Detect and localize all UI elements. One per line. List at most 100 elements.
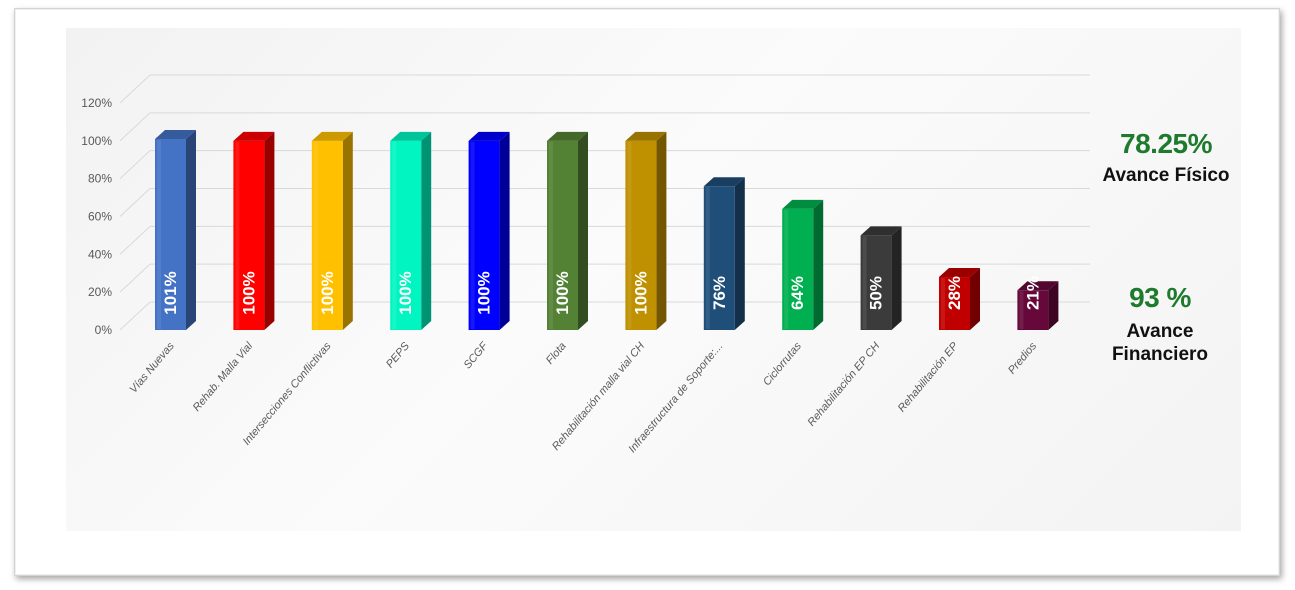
bar-front xyxy=(468,140,500,330)
bar-front xyxy=(625,140,657,330)
bar-top xyxy=(860,226,902,236)
kpi-financial-label-line2: Financiero xyxy=(1111,344,1209,365)
bar-front xyxy=(1017,290,1049,330)
bar-side xyxy=(656,131,667,330)
x-tick-label: SCGF xyxy=(462,339,492,371)
gridline-side xyxy=(119,225,151,255)
bar-side xyxy=(578,131,588,330)
bar-3: 100% xyxy=(311,131,353,330)
x-tick-label: Vías Nuevas xyxy=(128,340,178,396)
bar-top xyxy=(468,131,510,141)
bar-side xyxy=(186,129,196,330)
x-tick-label: Rehabilitación EP xyxy=(896,340,961,415)
bar-top xyxy=(233,131,275,141)
bar-1: 101% xyxy=(155,129,196,330)
bar-top xyxy=(625,131,667,141)
bar-10: 50% xyxy=(860,226,902,330)
bar-side xyxy=(421,131,432,330)
y-tick-label: 120% xyxy=(81,96,112,110)
bar-data-label: 21% xyxy=(1023,276,1042,310)
gridline-side xyxy=(119,150,151,180)
bar-data-label: 50% xyxy=(867,276,886,310)
bar-highlight xyxy=(862,236,867,329)
bar-data-label: 100% xyxy=(553,271,572,314)
bar-highlight xyxy=(627,141,632,329)
x-tick-label: PEPS xyxy=(384,340,412,371)
bar-side xyxy=(264,131,275,330)
bar-data-label: 100% xyxy=(475,271,494,314)
bar-4: 100% xyxy=(390,131,432,330)
bar-data-label: 76% xyxy=(710,276,729,310)
bar-5: 100% xyxy=(468,131,510,330)
x-tick-label: Rehabilitación malla vial CH xyxy=(550,340,647,453)
bar-data-label: 101% xyxy=(161,271,180,314)
bar-top xyxy=(782,199,824,209)
bar-front xyxy=(311,140,343,330)
bar-highlight xyxy=(313,141,318,329)
bar-data-label: 100% xyxy=(239,271,258,314)
kpi-financial: 93 % Avance Financiero xyxy=(1090,282,1230,366)
bar-7: 100% xyxy=(625,131,667,330)
bar-data-label: 28% xyxy=(945,276,964,310)
x-tick-label: Flota xyxy=(544,340,569,366)
bar-data-label: 64% xyxy=(788,276,807,310)
bar-top xyxy=(939,268,980,278)
bar-highlight xyxy=(392,141,397,329)
bar-11: 28% xyxy=(939,268,980,330)
bar-front xyxy=(703,186,735,330)
kpi-physical: 78.25% Avance Físico xyxy=(1096,128,1236,187)
bar-front xyxy=(860,235,892,330)
y-tick-label: 40% xyxy=(88,247,112,261)
y-tick-label: 20% xyxy=(88,285,112,299)
bar-highlight xyxy=(235,141,240,329)
bar-12: 21% xyxy=(1017,276,1059,330)
bar-6: 100% xyxy=(547,131,588,330)
bar-highlight xyxy=(941,278,945,329)
x-tick-label: Ciclorrutas xyxy=(761,340,804,388)
bar-8: 76% xyxy=(703,177,745,330)
bar-top xyxy=(390,131,432,141)
bar-top xyxy=(547,131,588,141)
x-tick-label: Rehabilitación EP CH xyxy=(805,340,882,428)
gridlines xyxy=(119,74,1090,331)
gridline-side xyxy=(119,112,151,142)
bar-9: 64% xyxy=(782,199,824,330)
kpi-physical-value: 78.25% xyxy=(1120,128,1212,159)
gridline-side xyxy=(119,301,151,331)
bar-front xyxy=(939,277,970,330)
gridline-side xyxy=(119,188,151,217)
y-tick-label: 0% xyxy=(95,323,113,337)
bar-highlight xyxy=(157,139,161,329)
y-tick-label: 60% xyxy=(88,210,112,224)
x-tick-label: Rehab. Malla Vial xyxy=(191,340,256,414)
x-tick-label: Infraestructura de Soporte:... xyxy=(626,340,725,455)
kpi-financial-label-line1: Avance xyxy=(1126,321,1194,342)
bar-data-label: 100% xyxy=(318,271,337,314)
y-axis-ticks: 0% 20% 40% 60% 80% 100% 120% xyxy=(81,96,112,337)
gridline-side xyxy=(119,263,151,293)
bar-top xyxy=(703,177,745,187)
bar-side xyxy=(499,131,510,330)
bar-side xyxy=(891,226,902,330)
bar-side xyxy=(970,268,980,330)
bar-side xyxy=(734,177,745,330)
y-tick-label: 80% xyxy=(88,172,112,186)
x-tick-label: Predios xyxy=(1006,340,1039,377)
bar-highlight xyxy=(705,187,710,329)
bar-data-label: 100% xyxy=(396,271,415,314)
bar-side xyxy=(1048,281,1059,330)
bar-side xyxy=(813,199,824,330)
bar-highlight xyxy=(784,209,789,329)
bar-front xyxy=(233,140,265,330)
gridline-side xyxy=(119,74,151,104)
bars: 101% 100% 100% 100% 100% 100% 100% 76% 64% 50% 28%… xyxy=(155,129,1059,330)
bar-highlight xyxy=(549,141,553,329)
bar-front xyxy=(155,138,186,330)
bar-top xyxy=(311,131,353,141)
bar-front xyxy=(782,208,814,330)
bar-data-label: 100% xyxy=(631,271,650,314)
bar-top xyxy=(1017,281,1059,291)
bar-highlight xyxy=(1019,291,1024,329)
x-axis-ticks: Vías Nuevas Rehab. Malla VialInterseccion… xyxy=(128,339,1040,455)
